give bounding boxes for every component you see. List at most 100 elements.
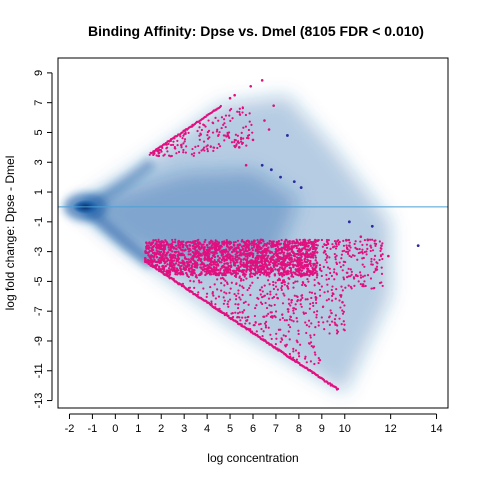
sig-point-lower [301,266,304,270]
sig-point-lower [227,264,230,267]
sig-point-lower-dense [296,257,300,261]
sig-point-lower-dense [228,267,232,271]
sig-point-lower [280,285,284,288]
sig-point-lower [328,332,331,335]
sig-point-lower-dense [171,250,174,253]
sig-point-lower [314,256,318,259]
sig-point-upper [241,106,244,109]
sig-point-lower-dense [239,258,243,261]
sig-point-lower [279,266,282,269]
sig-point-lower [288,352,291,356]
sig-point-lower-dense [144,260,147,264]
sig-point-lower-dense [205,251,209,255]
sig-point-lower [194,275,197,278]
sig-point-lower-dense [239,251,242,255]
sig-point-lower [174,238,177,241]
sig-point-lower [333,271,336,274]
sig-point-lower [261,302,264,306]
sig-point-lower-dense [167,251,170,254]
sig-point-lower [223,291,226,294]
sig-point-lower [249,327,252,331]
sig-point-lower [373,271,376,274]
sig-point-lower-dense [208,252,211,256]
sig-point-lower [315,316,318,319]
sig-point-lower [295,256,299,259]
sig-point-lower [361,257,364,260]
sig-point-lower [337,241,340,244]
sig-point-lower [309,262,312,265]
sig-point-lower [314,265,318,268]
sig-point-lower [308,274,311,277]
sig-point-lower [288,239,291,243]
sig-point-lower [279,340,282,344]
sig-point-lower [259,238,262,241]
sig-point-lower [239,319,242,322]
sig-point-lower [263,284,266,287]
sig-point-lower [210,302,213,305]
sig-point-lower-dense [266,242,269,245]
sig-point-lower [226,303,229,306]
sig-point-lower-dense [292,271,295,274]
sig-point-lower [248,286,251,290]
sig-point-lower [260,241,263,245]
sig-point-lower [217,247,221,250]
sig-point-lower [268,272,271,275]
sig-point-lower [298,238,301,241]
sig-point-lower [197,238,200,241]
sig-point-lower [185,273,189,276]
sig-point-lower-dense [309,240,312,244]
x-tick-label: 9 [319,423,325,435]
sig-point-lower [226,315,229,318]
sig-point-lower-dense [234,255,237,259]
sig-point-lower-dense [238,269,242,273]
sig-point-lower [339,294,342,297]
sig-point-lower [262,268,265,271]
sig-point-lower [331,243,334,246]
sig-point-lower [363,265,366,268]
sig-point-lower [288,248,291,251]
sig-point-lower [380,272,384,275]
sig-point-lower [180,242,184,245]
sig-point-lower [267,279,270,282]
sig-point-lower [342,276,345,279]
sig-point-lower [270,304,273,307]
sig-point-lower [314,353,317,356]
sig-point-lower [165,269,168,272]
sig-point-lower [285,354,288,357]
sig-point-lower [326,320,329,323]
sig-point-upper [207,119,210,122]
sig-point-lower-dense [220,261,223,264]
sig-point-lower-dense [215,266,218,270]
sig-point-lower [224,258,227,261]
sig-point-lower-dense [148,249,152,253]
sig-point-lower-dense [295,246,298,250]
sig-point-upper-outlier [226,134,230,137]
sig-point-lower-dense [287,254,290,257]
sig-point-lower [201,269,205,272]
sig-point-lower-dense [148,259,151,262]
x-tick-label: 14 [430,423,442,435]
sig-point-lower [153,239,156,242]
sig-point-lower-dense [184,244,188,247]
sig-point-lower [244,322,247,325]
sig-point-lower-dense [220,272,223,275]
sig-point-lower [350,287,353,290]
sig-point-lower [335,254,338,257]
sig-point-lower [351,254,355,257]
sig-point-lower [241,285,244,288]
sig-point-upper-outlier [244,163,248,167]
sig-point-lower [157,238,160,241]
sig-point-lower [197,245,201,248]
sig-point-lower [265,314,268,317]
sig-point-lower [323,328,326,331]
sig-point-lower [290,319,293,322]
sig-point-lower-outlier [387,254,390,258]
sig-point-lower [303,263,306,266]
sig-point-lower [283,243,286,246]
sig-point-lower [294,349,298,352]
sig-point-lower [300,305,303,308]
sig-point-lower [280,239,283,242]
sig-point-lower [345,250,348,253]
sig-point-lower [337,243,340,246]
sig-point-lower [212,294,215,297]
